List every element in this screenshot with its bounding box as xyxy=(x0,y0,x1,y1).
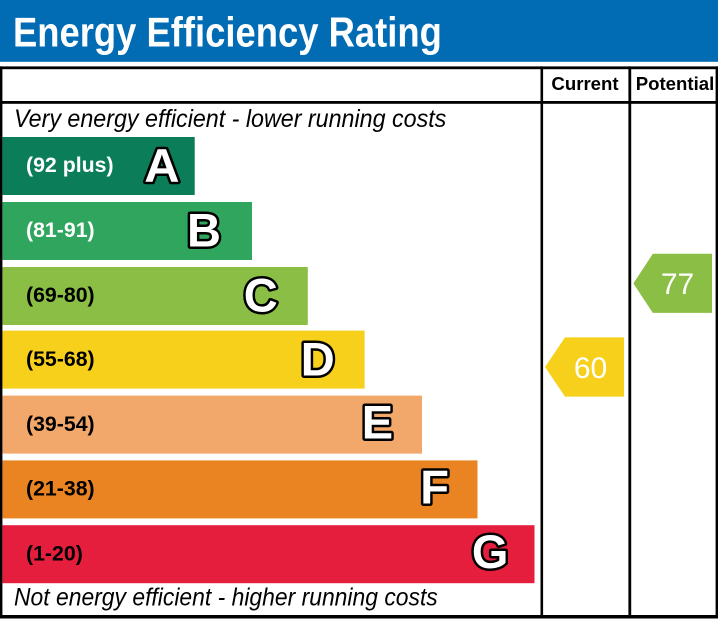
svg-text:(92 plus): (92 plus) xyxy=(26,153,114,177)
svg-text:Energy Efficiency Rating: Energy Efficiency Rating xyxy=(13,9,442,56)
svg-text:(55-68): (55-68) xyxy=(26,347,95,371)
svg-text:(21-38): (21-38) xyxy=(26,477,95,501)
svg-text:(39-54): (39-54) xyxy=(26,412,95,436)
svg-text:(81-91): (81-91) xyxy=(26,218,95,242)
svg-text:D: D xyxy=(301,332,335,385)
svg-text:(1-20): (1-20) xyxy=(26,541,83,565)
svg-text:Current: Current xyxy=(551,73,618,94)
svg-text:C: C xyxy=(244,269,278,322)
svg-text:B: B xyxy=(187,204,221,257)
svg-text:Very energy efficient - lower: Very energy efficient - lower running co… xyxy=(14,105,446,133)
svg-text:(69-80): (69-80) xyxy=(26,283,95,307)
svg-text:F: F xyxy=(420,460,449,513)
svg-text:60: 60 xyxy=(574,352,607,385)
svg-text:G: G xyxy=(472,525,509,578)
svg-text:77: 77 xyxy=(661,268,694,301)
svg-text:Not energy efficient - higher: Not energy efficient - higher running co… xyxy=(14,584,438,612)
svg-text:Potential: Potential xyxy=(636,73,715,94)
svg-text:E: E xyxy=(362,396,393,449)
svg-text:A: A xyxy=(144,139,179,192)
